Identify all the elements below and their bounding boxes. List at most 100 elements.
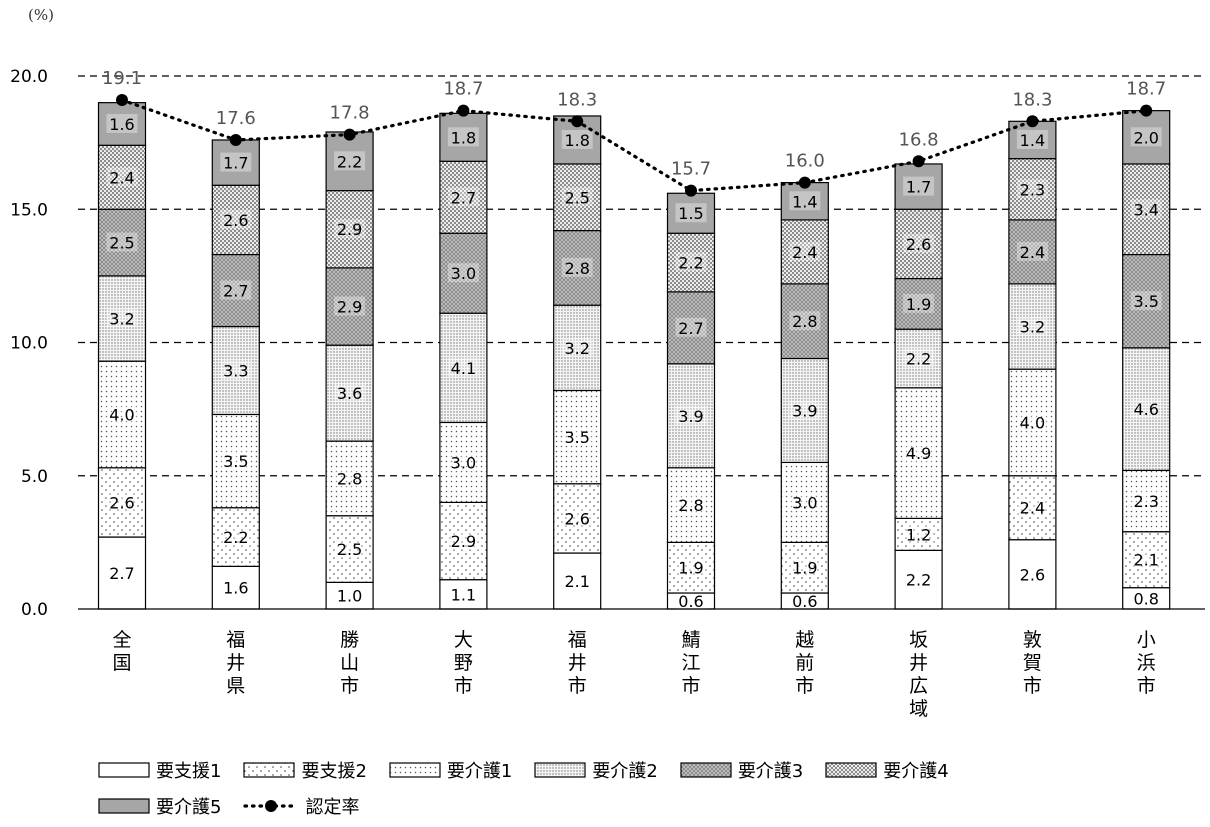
rate-marker xyxy=(116,93,128,106)
legend-item: 要介護4 xyxy=(825,757,949,783)
bar-label-bg xyxy=(334,151,366,171)
bar-value-label: 2.7 xyxy=(451,188,476,207)
bar-value-label: 2.5 xyxy=(337,540,362,559)
bar-value-label: 3.0 xyxy=(792,493,817,512)
bar-value-label: 2.5 xyxy=(564,188,589,207)
x-category-label: 市 xyxy=(454,675,473,697)
bar-segment xyxy=(666,192,716,234)
bar-value-label: 3.9 xyxy=(792,401,817,420)
bar-label-bg xyxy=(675,252,707,272)
bar-label-bg xyxy=(447,187,479,207)
bar-value-label: 2.4 xyxy=(792,243,817,262)
bar-value-label: 3.2 xyxy=(1020,318,1045,337)
x-category-label: 江 xyxy=(681,652,700,674)
bar-segment xyxy=(780,541,829,594)
bar-value-label: 1.2 xyxy=(906,525,931,544)
x-category-label: 域 xyxy=(909,698,928,720)
x-category-label: 市 xyxy=(1137,675,1156,697)
x-category-label: 福 xyxy=(226,629,245,651)
bar-label-bg xyxy=(1016,497,1048,517)
bar-segment xyxy=(1008,158,1057,221)
rate-value-label: 18.3 xyxy=(1012,89,1052,110)
x-category-label: 市 xyxy=(1023,675,1042,697)
legend-label: 要介護1 xyxy=(446,761,513,782)
bar-value-label: 3.2 xyxy=(564,339,589,358)
rate-marker xyxy=(685,184,697,197)
bar-segment xyxy=(439,232,488,314)
bar-segment xyxy=(97,536,147,610)
bar-segment xyxy=(439,421,488,504)
x-category-label: 鯖 xyxy=(681,629,700,651)
rate-value-label: 18.3 xyxy=(557,89,597,110)
bar-label-bg xyxy=(1130,291,1162,311)
bar-label-bg xyxy=(789,591,821,611)
bar-value-label: 1.7 xyxy=(223,154,248,173)
bar-label-bg xyxy=(903,233,935,253)
bar-segment xyxy=(211,413,260,509)
bar-value-label: 2.7 xyxy=(678,319,703,338)
rate-value-label: 16.0 xyxy=(785,151,825,172)
bar-segment xyxy=(666,232,716,293)
bar-label-bg xyxy=(903,569,935,589)
bar-label-bg xyxy=(106,404,138,424)
bar-value-label: 3.4 xyxy=(1133,200,1158,219)
bar-segment xyxy=(439,501,488,581)
x-category-label: 広 xyxy=(909,675,928,697)
bar-value-label: 2.6 xyxy=(564,509,589,528)
bar-value-label: 1.4 xyxy=(1020,131,1045,150)
bar-segment xyxy=(553,389,602,485)
y-tick-label: 10.0 xyxy=(10,334,48,354)
bar-label-bg xyxy=(675,495,707,515)
bar-segment xyxy=(97,144,147,210)
rate-value-label: 19.1 xyxy=(102,68,142,89)
bar-label-bg xyxy=(1016,316,1048,336)
stacked-bar-chart: 2.7 2.6 4.0 3.2 2.5 2.4 1.6 1.6 2.2 3.5 3.3 2.7 2.6 1… xyxy=(10,67,1205,720)
bar-label-bg xyxy=(675,591,707,611)
legend-row: 要介護5 認定率 xyxy=(98,791,1198,821)
bar-segment xyxy=(211,253,260,328)
bar-value-label: 2.4 xyxy=(1020,243,1045,262)
bar-label-bg xyxy=(334,539,366,559)
x-category-label: 山 xyxy=(340,652,359,674)
bar-value-label: 2.7 xyxy=(223,282,248,301)
legend-line-marker xyxy=(243,800,300,812)
legend-label: 要介護5 xyxy=(156,797,222,818)
legend-label: 要支援1 xyxy=(156,761,222,782)
x-category-label: 全 xyxy=(112,629,131,651)
x-category-label: 市 xyxy=(795,675,814,697)
x-category-label: 越 xyxy=(795,629,814,651)
bar-segment xyxy=(666,467,716,543)
bar-label-bg xyxy=(447,531,479,551)
legend-label: 要介護4 xyxy=(883,761,949,782)
legend-swatch xyxy=(534,762,586,778)
bar-value-label: 3.2 xyxy=(109,310,134,329)
bar-value-label: 1.7 xyxy=(906,178,931,197)
bar-segment xyxy=(1008,283,1057,370)
rate-marker xyxy=(343,128,356,141)
bar-value-label: 3.3 xyxy=(223,361,248,380)
bar-label-bg xyxy=(1016,412,1048,432)
bar-label-bg xyxy=(675,557,707,577)
bar-segment xyxy=(325,581,374,610)
legend-swatch xyxy=(825,762,877,778)
bar-value-label: 2.3 xyxy=(1133,492,1158,511)
x-category-label: 福 xyxy=(568,629,587,651)
bar-label-bg xyxy=(447,263,479,283)
bar-value-label: 4.6 xyxy=(1133,400,1158,419)
rate-value-label: 17.8 xyxy=(330,103,370,124)
bar-value-label: 1.8 xyxy=(451,128,476,147)
bar-value-label: 3.5 xyxy=(564,428,589,447)
bar-label-bg xyxy=(220,577,252,597)
bar-label-bg xyxy=(1016,129,1048,149)
bar-label-bg xyxy=(789,492,821,512)
bar-segment xyxy=(439,160,488,234)
bar-label-bg xyxy=(106,563,138,583)
legend-item: 要支援2 xyxy=(243,757,367,783)
bar-segment xyxy=(325,515,374,583)
bar-label-bg xyxy=(903,524,935,544)
rate-marker xyxy=(1026,115,1039,128)
bar-value-label: 1.9 xyxy=(906,295,931,314)
legend-label: 要介護2 xyxy=(592,761,658,782)
bar-segment xyxy=(780,219,829,285)
bar-label-bg xyxy=(561,427,593,447)
